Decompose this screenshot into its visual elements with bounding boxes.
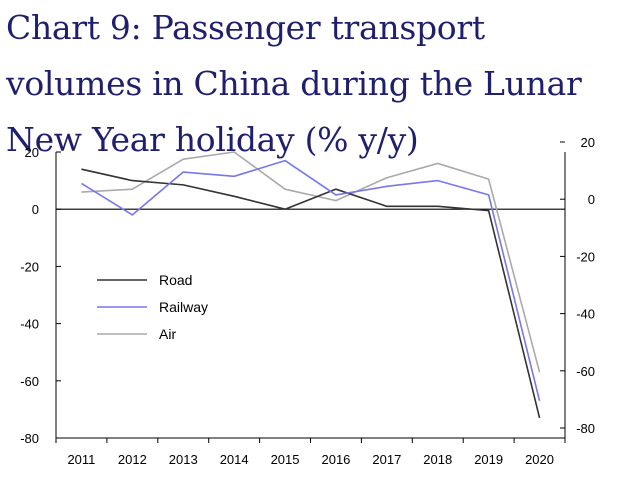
x-tick-label: 2012: [118, 452, 147, 467]
y-right-tick-label: -80: [576, 421, 595, 436]
legend-label-road: Road: [159, 272, 192, 288]
y-right-tick-label: -20: [576, 249, 595, 264]
chart-title: Chart 9: Passenger transport volumes in …: [6, 8, 582, 159]
y-left-tick-label: -40: [20, 317, 39, 332]
y-left-tick-label: 20: [25, 145, 39, 160]
y-left-tick-label: -20: [20, 259, 39, 274]
legend-label-air: Air: [159, 326, 176, 342]
y-left-tick-label: -80: [20, 431, 39, 446]
series-line-air: [81, 151, 541, 373]
series-line-railway: [81, 159, 541, 402]
x-tick-label: 2016: [321, 452, 350, 467]
y-left-tick-label: 0: [32, 202, 39, 217]
y-right-tick-label: 20: [581, 135, 595, 150]
x-tick-label: 2013: [169, 452, 198, 467]
series-line-road: [81, 168, 541, 419]
y-left-tick-label: -60: [20, 374, 39, 389]
x-tick-label: 2017: [372, 452, 401, 467]
x-tick-label: 2018: [423, 452, 452, 467]
x-tick-label: 2015: [271, 452, 300, 467]
y-right-tick-label: -40: [576, 307, 595, 322]
y-right-tick-label: 0: [588, 192, 595, 207]
y-right-tick-label: -60: [576, 364, 595, 379]
x-tick-label: 2011: [67, 452, 95, 467]
x-tick-label: 2019: [474, 452, 503, 467]
x-tick-label: 2020: [525, 452, 554, 467]
legend-label-railway: Railway: [159, 299, 208, 315]
x-tick-label: 2014: [220, 452, 249, 467]
